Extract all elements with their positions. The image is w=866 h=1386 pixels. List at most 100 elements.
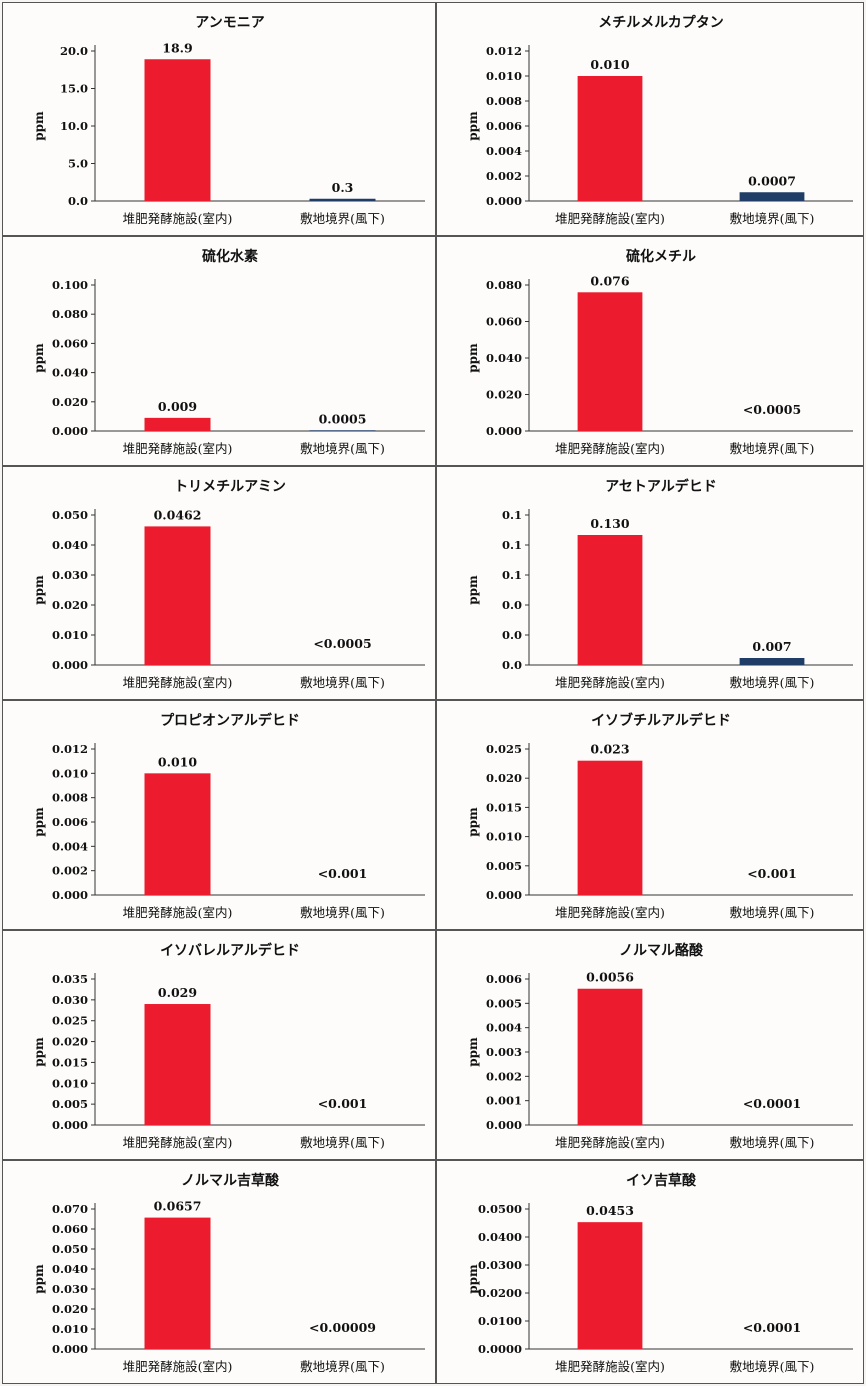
x-tick-label: 敷地境界(風下) (300, 1359, 385, 1374)
y-axis-label: ppm (466, 807, 480, 837)
x-tick-label: 敷地境界(風下) (300, 675, 385, 690)
x-tick-label: 敷地境界(風下) (730, 1135, 815, 1150)
y-tick-label: 0.0000 (478, 1342, 522, 1356)
y-tick-label: 0.0400 (478, 1230, 522, 1244)
data-label: 0.0462 (154, 507, 202, 522)
chart-svg: メチルメルカプタン 0.000 0.002 0.004 0.006 0.008 0.010 0… (466, 15, 853, 226)
bar (309, 430, 376, 431)
y-axis-label: ppm (466, 575, 480, 605)
x-tick-label: 敷地境界(風下) (730, 1359, 815, 1374)
chart-svg: プロピオンアルデヒド 0.000 0.002 0.004 0.006 0.008 0.010… (32, 712, 425, 920)
data-label: 0.0056 (586, 970, 634, 985)
chart-title: イソ吉草酸 (626, 1172, 697, 1189)
y-tick-label: 0.006 (486, 972, 522, 986)
y-tick-label: 0.1 (502, 538, 522, 552)
x-tick-label: 敷地境界(風下) (730, 441, 815, 456)
chart-svg: アセトアルデヒド 0.0 0.0 0.0 0.1 0.1 0.1 ppm 0.130 堆肥発酵施設… (466, 478, 853, 690)
data-label: 18.9 (162, 40, 192, 55)
y-tick-label: 10.0 (60, 119, 88, 133)
y-tick-label: 0.001 (486, 1094, 522, 1108)
data-label: 0.029 (158, 985, 197, 1000)
y-tick-label: 0.030 (52, 993, 88, 1007)
y-tick-label: 0.040 (486, 351, 522, 365)
x-tick-label: 敷地境界(風下) (730, 211, 815, 226)
bar (144, 1217, 211, 1349)
chart-panel: アンモニア 0.0 5.0 10.0 15.0 20.0 ppm 18.9 堆肥発酵施設(室内)… (2, 2, 436, 236)
y-tick-label: 0.030 (52, 568, 88, 582)
bar (144, 417, 211, 431)
x-tick-label: 堆肥発酵施設(室内) (123, 441, 233, 456)
y-tick-label: 0.0200 (478, 1286, 522, 1300)
data-label: 0.0007 (748, 173, 796, 188)
bar (144, 59, 211, 201)
y-axis-label: ppm (466, 1264, 480, 1294)
y-tick-label: 0.020 (52, 1302, 88, 1316)
y-tick-label: 0.000 (52, 1118, 88, 1132)
data-label: 0.010 (158, 754, 197, 769)
y-tick-label: 0.0100 (478, 1314, 522, 1328)
x-tick-label: 堆肥発酵施設(室内) (123, 1135, 233, 1150)
data-label: <0.001 (318, 866, 368, 881)
chart-svg: アンモニア 0.0 5.0 10.0 15.0 20.0 ppm 18.9 堆肥発酵施設(室内)… (32, 15, 425, 226)
chart-title: 硫化水素 (202, 248, 258, 265)
y-tick-label: 0.003 (486, 1045, 522, 1059)
y-tick-label: 0.1 (502, 508, 522, 522)
chart-title: 硫化メチル (626, 248, 696, 265)
data-label: 0.0005 (319, 411, 367, 426)
bar (144, 773, 211, 895)
data-label: 0.076 (590, 273, 629, 288)
data-label: <0.0005 (313, 636, 371, 651)
data-label: 0.0657 (154, 1199, 202, 1214)
y-tick-label: 0.0 (502, 598, 522, 612)
y-axis-label: ppm (466, 111, 480, 141)
y-tick-label: 0.000 (486, 424, 522, 438)
chart-panel: ノルマル酪酸 0.000 0.001 0.002 0.003 0.004 0.005 0.00… (436, 930, 864, 1160)
y-tick-label: 0.100 (52, 278, 88, 292)
chart-svg: イソ吉草酸 0.0000 0.0100 0.0200 0.0300 0.0400 0.050… (466, 1172, 853, 1374)
x-tick-label: 敷地境界(風下) (730, 675, 815, 690)
y-tick-label: 20.0 (60, 44, 88, 58)
chart-title: トリメチルアミン (174, 479, 286, 495)
x-tick-label: 堆肥発酵施設(室内) (555, 1135, 665, 1150)
y-tick-label: 0.008 (486, 94, 522, 108)
bar (577, 988, 643, 1125)
data-label: 0.023 (590, 742, 629, 757)
y-tick-label: 0.010 (52, 766, 88, 780)
bar (577, 760, 643, 895)
y-tick-label: 0.040 (52, 538, 88, 552)
y-tick-label: 0.040 (52, 366, 88, 380)
bar (577, 76, 643, 201)
y-tick-label: 0.035 (52, 972, 88, 986)
x-tick-label: 堆肥発酵施設(室内) (555, 675, 665, 690)
chart-panel: 硫化メチル 0.000 0.020 0.040 0.060 0.080 ppm 0.076 堆肥… (436, 236, 864, 466)
chart-svg: イソブチルアルデヒド 0.000 0.005 0.010 0.015 0.020 0.025… (466, 712, 853, 920)
y-tick-label: 0.005 (52, 1097, 88, 1111)
chart-panel: ノルマル吉草酸 0.000 0.010 0.020 0.030 0.040 0.050 0.0… (2, 1160, 436, 1384)
y-axis-label: ppm (32, 111, 46, 141)
x-tick-label: 堆肥発酵施設(室内) (123, 211, 233, 226)
chart-title: アンモニア (195, 15, 264, 31)
y-tick-label: 0.010 (52, 1322, 88, 1336)
bar (739, 658, 805, 665)
y-tick-label: 0.000 (486, 888, 522, 902)
chart-panel: アセトアルデヒド 0.0 0.0 0.0 0.1 0.1 0.1 ppm 0.130 堆肥発酵施設… (436, 466, 864, 700)
y-tick-label: 0.004 (52, 839, 88, 853)
chart-panel: 硫化水素 0.000 0.020 0.040 0.060 0.080 0.100 ppm 0.0… (2, 236, 436, 466)
y-tick-label: 0.0 (68, 194, 88, 208)
x-tick-label: 堆肥発酵施設(室内) (555, 905, 665, 920)
y-tick-label: 0.080 (486, 278, 522, 292)
x-tick-label: 堆肥発酵施設(室内) (123, 905, 233, 920)
y-axis-label: ppm (32, 575, 46, 605)
y-tick-label: 0.020 (52, 1035, 88, 1049)
y-axis-label: ppm (32, 1037, 46, 1067)
y-tick-label: 0.050 (52, 508, 88, 522)
y-tick-label: 0.060 (52, 336, 88, 350)
y-tick-label: 0.015 (52, 1055, 88, 1069)
x-tick-label: 敷地境界(風下) (300, 211, 385, 226)
y-tick-label: 0.002 (52, 864, 88, 878)
y-tick-label: 0.030 (52, 1282, 88, 1296)
y-tick-label: 0.006 (52, 815, 88, 829)
chart-panel: メチルメルカプタン 0.000 0.002 0.004 0.006 0.008 0.010 0… (436, 2, 864, 236)
data-label: <0.00009 (309, 1320, 376, 1335)
